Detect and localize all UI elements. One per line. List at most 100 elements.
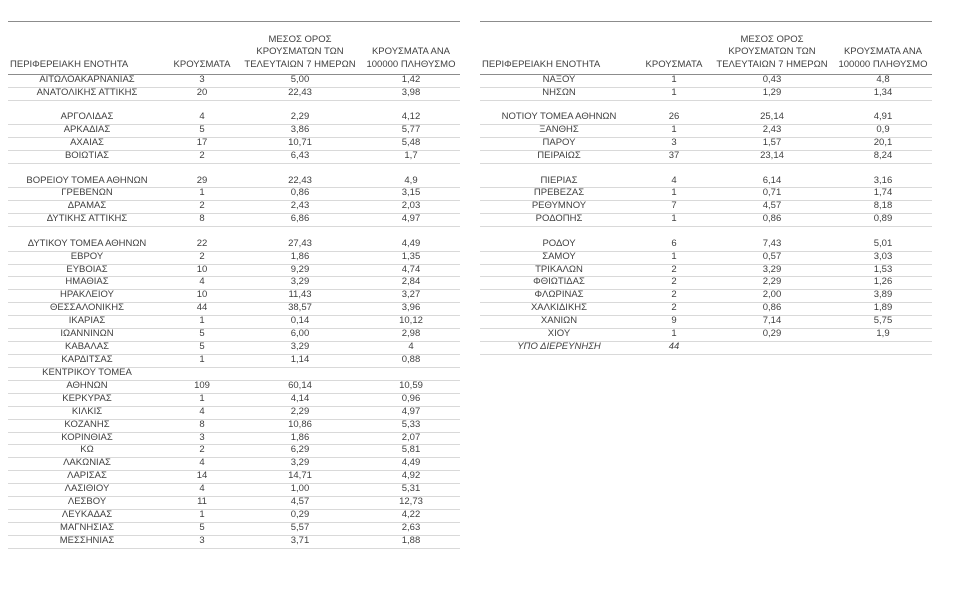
cases-cell: 1 — [638, 213, 710, 228]
cases-cell — [638, 100, 710, 112]
table-row: ΧΑΝΙΩΝ 9 7,14 5,75 — [480, 315, 932, 330]
region-cell: ΑΘΗΝΩΝ — [8, 380, 166, 394]
per100k-cell: 4,97 — [362, 406, 460, 420]
per100k-cell: 5,01 — [834, 238, 932, 252]
region-cell: ΡΟΔΟΠΗΣ — [480, 213, 638, 228]
cases-cell: 5 — [166, 341, 238, 356]
column-header: ΚΡΟΥΣΜΑΤΑ ΑΝΑ 100000 ΠΛΗΘΥΣΜΟ — [362, 21, 460, 75]
avg7-cell: 4,57 — [710, 200, 834, 215]
per100k-cell — [362, 164, 460, 176]
table-row: ΙΩΑΝΝΙΝΩΝ 5 6,00 2,98 — [8, 328, 460, 343]
table-row: ΔΥΤΙΚΗΣ ΑΤΤΙΚΗΣ 8 6,86 4,97 — [8, 213, 460, 228]
table-row: ΙΚΑΡΙΑΣ 1 0,14 10,12 — [8, 315, 460, 330]
per100k-cell: 3,96 — [362, 302, 460, 317]
avg7-cell — [710, 227, 834, 239]
per100k-cell: 2,07 — [362, 432, 460, 446]
table-row: ΗΜΑΘΙΑΣ 4 3,29 2,84 — [8, 276, 460, 291]
avg7-cell: 2,29 — [238, 406, 362, 420]
cases-cell: 109 — [166, 380, 238, 394]
per100k-cell: 2,98 — [362, 328, 460, 343]
per100k-cell — [362, 100, 460, 112]
cases-cell: 2 — [638, 302, 710, 317]
region-cell: ΑΝΑΤΟΛΙΚΗΣ ΑΤΤΙΚΗΣ — [8, 87, 166, 101]
region-cell — [8, 164, 166, 176]
avg7-cell: 1,29 — [710, 87, 834, 101]
per100k-cell: 5,31 — [362, 483, 460, 498]
cases-cell: 1 — [638, 187, 710, 202]
region-cell: ΣΑΜΟΥ — [480, 251, 638, 265]
cases-cell: 44 — [638, 341, 710, 356]
per100k-cell: 1,53 — [834, 264, 932, 278]
avg7-cell: 4,57 — [238, 496, 362, 511]
per100k-cell — [362, 227, 460, 239]
region-cell: ΕΥΒΟΙΑΣ — [8, 264, 166, 278]
avg7-cell: 0,43 — [710, 74, 834, 88]
avg7-cell: 10,71 — [238, 137, 362, 152]
avg7-cell: 1,00 — [238, 483, 362, 498]
cases-cell — [166, 164, 238, 176]
region-cell — [480, 227, 638, 239]
table-row: ΡΟΔΟΠΗΣ 1 0,86 0,89 — [480, 213, 932, 228]
avg7-cell: 2,43 — [238, 200, 362, 215]
per100k-cell: 5,33 — [362, 419, 460, 433]
cases-cell — [166, 227, 238, 239]
cases-cell — [166, 100, 238, 112]
header-row: ΠΕΡΙΦΕΡΕΙΑΚΗ ΕΝΟΤΗΤΑ ΚΡΟΥΣΜΑΤΑ ΜΕΣΟΣ ΟΡΟΣ … — [480, 21, 932, 75]
region-cell: ΑΙΤΩΛΟΑΚΑΡΝΑΝΙΑΣ — [8, 74, 166, 88]
table-row: ΘΕΣΣΑΛΟΝΙΚΗΣ 44 38,57 3,96 — [8, 302, 460, 317]
per100k-cell: 1,89 — [834, 302, 932, 317]
table-row: ΡΟΔΟΥ 6 7,43 5,01 — [480, 238, 932, 252]
region-cell: ΦΛΩΡΙΝΑΣ — [480, 289, 638, 304]
region-cell: ΠΕΙΡΑΙΩΣ — [480, 150, 638, 165]
region-cell: ΗΡΑΚΛΕΙΟΥ — [8, 289, 166, 304]
region-cell: ΡΟΔΟΥ — [480, 238, 638, 252]
cases-cell: 1 — [638, 124, 710, 139]
table-row: ΛΑΚΩΝΙΑΣ 4 3,29 4,49 — [8, 457, 460, 472]
per100k-cell: 0,9 — [834, 124, 932, 139]
region-cell: ΠΙΕΡΙΑΣ — [480, 175, 638, 189]
column-header: ΚΡΟΥΣΜΑΤΑ ΑΝΑ 100000 ΠΛΗΘΥΣΜΟ — [834, 21, 932, 75]
cases-cell: 11 — [166, 496, 238, 511]
column-header: ΠΕΡΙΦΕΡΕΙΑΚΗ ΕΝΟΤΗΤΑ — [480, 21, 638, 75]
avg7-cell: 6,00 — [238, 328, 362, 343]
table-row: ΑΙΤΩΛΟΑΚΑΡΝΑΝΙΑΣ 3 5,00 1,42 — [8, 74, 460, 88]
table-row: ΧΙΟΥ 1 0,29 1,9 — [480, 328, 932, 343]
avg7-cell: 2,00 — [710, 289, 834, 304]
per100k-cell: 5,75 — [834, 315, 932, 330]
column-header: ΚΡΟΥΣΜΑΤΑ — [166, 21, 238, 75]
cases-cell: 3 — [166, 535, 238, 549]
spacer-row — [8, 164, 460, 176]
avg7-cell: 2,29 — [710, 276, 834, 291]
spacer-row — [8, 227, 460, 239]
table-body-left: ΑΙΤΩΛΟΑΚΑΡΝΑΝΙΑΣ 3 5,00 1,42 ΑΝΑΤΟΛΙΚΗΣ ΑΤΤΙ… — [8, 74, 460, 549]
cases-cell: 3 — [166, 432, 238, 446]
table-row: ΠΡΕΒΕΖΑΣ 1 0,71 1,74 — [480, 187, 932, 202]
per100k-cell: 4,91 — [834, 112, 932, 126]
avg7-cell: 7,43 — [710, 238, 834, 252]
per100k-cell: 4,49 — [362, 457, 460, 472]
cases-cell: 1 — [638, 251, 710, 265]
per100k-cell: 20,1 — [834, 137, 932, 152]
avg7-cell: 5,57 — [238, 522, 362, 536]
region-cell: ΗΜΑΘΙΑΣ — [8, 276, 166, 291]
spacer-row — [480, 100, 932, 112]
avg7-cell: 5,00 — [238, 74, 362, 88]
region-cell: ΠΡΕΒΕΖΑΣ — [480, 187, 638, 202]
avg7-cell: 6,29 — [238, 444, 362, 459]
table-row: ΜΑΓΝΗΣΙΑΣ 5 5,57 2,63 — [8, 522, 460, 536]
cases-cell: 2 — [638, 289, 710, 304]
region-cell: ΥΠΟ ΔΙΕΡΕΥΝΗΣΗ — [480, 341, 638, 356]
region-cell: ΤΡΙΚΑΛΩΝ — [480, 264, 638, 278]
cases-cell: 26 — [638, 112, 710, 126]
cases-cell: 9 — [638, 315, 710, 330]
region-cell: ΑΡΓΟΛΙΔΑΣ — [8, 112, 166, 126]
cases-cell: 2 — [638, 276, 710, 291]
region-cell: ΓΡΕΒΕΝΩΝ — [8, 187, 166, 202]
table-row: ΛΕΥΚΑΔΑΣ 1 0,29 4,22 — [8, 509, 460, 523]
table-header-right: ΠΕΡΙΦΕΡΕΙΑΚΗ ΕΝΟΤΗΤΑ ΚΡΟΥΣΜΑΤΑ ΜΕΣΟΣ ΟΡΟΣ … — [480, 21, 932, 75]
column-header: ΜΕΣΟΣ ΟΡΟΣ ΚΡΟΥΣΜΑΤΩΝ ΤΩΝ ΤΕΛΕΥΤΑΙΩΝ 7 Η… — [710, 21, 834, 75]
cases-cell: 7 — [638, 200, 710, 215]
table-row: ΒΟΡΕΙΟΥ ΤΟΜΕΑ ΑΘΗΝΩΝ 29 22,43 4,9 — [8, 175, 460, 189]
avg7-cell: 2,43 — [710, 124, 834, 139]
